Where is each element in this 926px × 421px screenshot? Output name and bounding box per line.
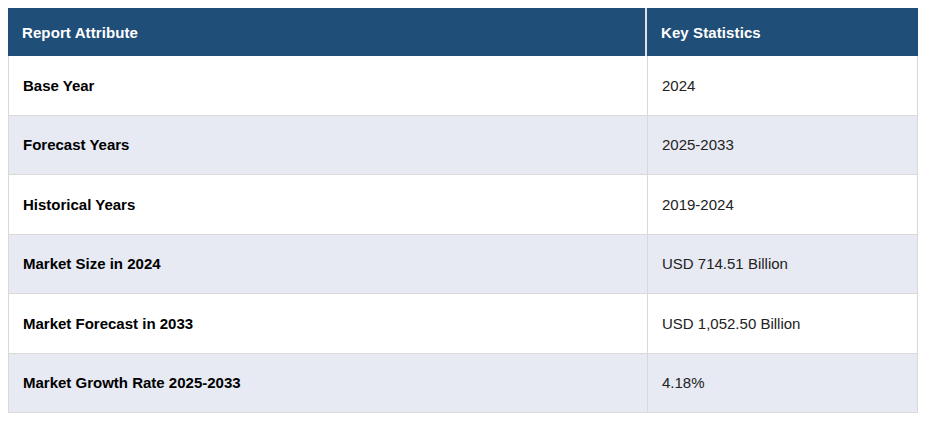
row-attribute: Market Growth Rate 2025-2033 (9, 354, 648, 413)
table-row-growth-rate: Market Growth Rate 2025-2033 4.18% (9, 354, 917, 414)
row-attribute: Market Forecast in 2033 (9, 294, 648, 353)
table-row-market-size: Market Size in 2024 USD 714.51 Billion (9, 235, 917, 295)
table-header-row: Report Attribute Key Statistics (8, 8, 918, 56)
row-attribute: Historical Years (9, 175, 648, 234)
table-row-base-year: Base Year 2024 (9, 56, 917, 116)
table-row-historical-years: Historical Years 2019-2024 (9, 175, 917, 235)
row-attribute: Market Size in 2024 (9, 235, 648, 294)
column-header-key-statistics: Key Statistics (647, 8, 918, 56)
table-body: Base Year 2024 Forecast Years 2025-2033 … (8, 56, 918, 413)
row-attribute: Base Year (9, 56, 648, 115)
table-row-forecast-years: Forecast Years 2025-2033 (9, 116, 917, 176)
row-value: USD 1,052.50 Billion (648, 294, 917, 353)
table-row-market-forecast: Market Forecast in 2033 USD 1,052.50 Bil… (9, 294, 917, 354)
report-attributes-table: Report Attribute Key Statistics Base Yea… (8, 8, 918, 413)
row-value: 4.18% (648, 354, 917, 413)
row-value: 2019-2024 (648, 175, 917, 234)
row-value: 2025-2033 (648, 116, 917, 175)
row-attribute: Forecast Years (9, 116, 648, 175)
row-value: 2024 (648, 56, 917, 115)
column-header-report-attribute: Report Attribute (8, 8, 647, 56)
row-value: USD 714.51 Billion (648, 235, 917, 294)
